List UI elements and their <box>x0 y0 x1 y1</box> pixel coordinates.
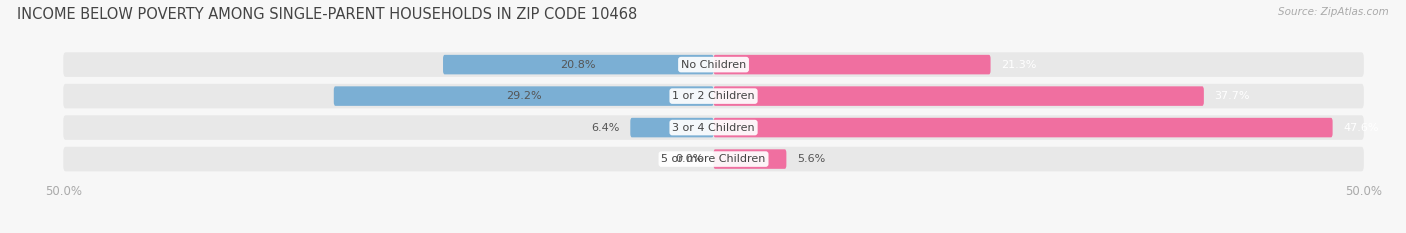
Text: 20.8%: 20.8% <box>561 60 596 70</box>
FancyBboxPatch shape <box>630 118 713 137</box>
Text: 21.3%: 21.3% <box>1001 60 1036 70</box>
Text: INCOME BELOW POVERTY AMONG SINGLE-PARENT HOUSEHOLDS IN ZIP CODE 10468: INCOME BELOW POVERTY AMONG SINGLE-PARENT… <box>17 7 637 22</box>
FancyBboxPatch shape <box>63 84 1364 108</box>
Text: 5 or more Children: 5 or more Children <box>661 154 766 164</box>
Text: Source: ZipAtlas.com: Source: ZipAtlas.com <box>1278 7 1389 17</box>
FancyBboxPatch shape <box>63 147 1364 171</box>
Text: 37.7%: 37.7% <box>1215 91 1250 101</box>
Text: 29.2%: 29.2% <box>506 91 541 101</box>
FancyBboxPatch shape <box>713 149 786 169</box>
FancyBboxPatch shape <box>333 86 713 106</box>
Text: 0.0%: 0.0% <box>675 154 703 164</box>
FancyBboxPatch shape <box>63 115 1364 140</box>
Text: 3 or 4 Children: 3 or 4 Children <box>672 123 755 133</box>
FancyBboxPatch shape <box>713 118 1333 137</box>
Text: 1 or 2 Children: 1 or 2 Children <box>672 91 755 101</box>
FancyBboxPatch shape <box>63 52 1364 77</box>
Text: 6.4%: 6.4% <box>592 123 620 133</box>
Text: 47.6%: 47.6% <box>1343 123 1378 133</box>
FancyBboxPatch shape <box>713 55 991 74</box>
FancyBboxPatch shape <box>443 55 713 74</box>
Text: No Children: No Children <box>681 60 747 70</box>
FancyBboxPatch shape <box>713 86 1204 106</box>
Text: 5.6%: 5.6% <box>797 154 825 164</box>
